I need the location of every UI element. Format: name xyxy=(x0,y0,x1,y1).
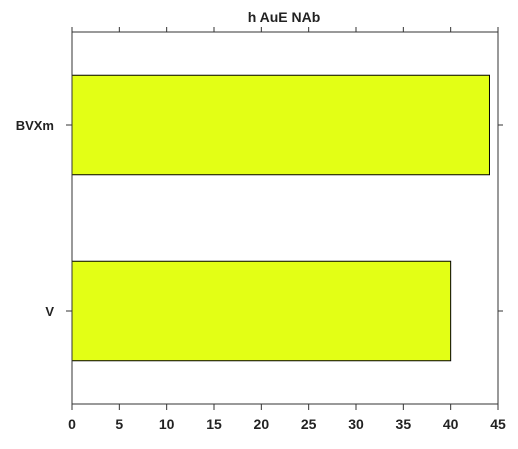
x-tick-label: 25 xyxy=(301,416,317,432)
x-tick-label: 30 xyxy=(348,416,364,432)
y-category-label-v: V xyxy=(45,304,54,319)
x-tick-label: 40 xyxy=(443,416,459,432)
x-axis-ticks: 0 5 10 15 20 25 30 35 40 45 xyxy=(68,27,506,432)
x-tick-label: 0 xyxy=(68,416,76,432)
x-tick-label: 15 xyxy=(206,416,222,432)
bar-bvxm xyxy=(71,74,490,176)
y-axis-ticks: BVXm V xyxy=(16,118,503,319)
x-tick-label: 20 xyxy=(254,416,270,432)
x-tick-label: 10 xyxy=(159,416,175,432)
chart-title: h AuE NAb xyxy=(248,9,321,25)
x-tick-label: 45 xyxy=(490,416,506,432)
x-tick-label: 5 xyxy=(115,416,123,432)
bar-v xyxy=(71,260,452,362)
y-category-label-bvxm: BVXm xyxy=(16,118,54,133)
bars-layer xyxy=(71,74,490,362)
x-tick-label: 35 xyxy=(396,416,412,432)
plot-frame xyxy=(71,31,499,405)
